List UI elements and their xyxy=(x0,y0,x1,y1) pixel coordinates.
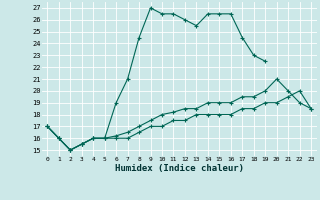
X-axis label: Humidex (Indice chaleur): Humidex (Indice chaleur) xyxy=(115,164,244,173)
